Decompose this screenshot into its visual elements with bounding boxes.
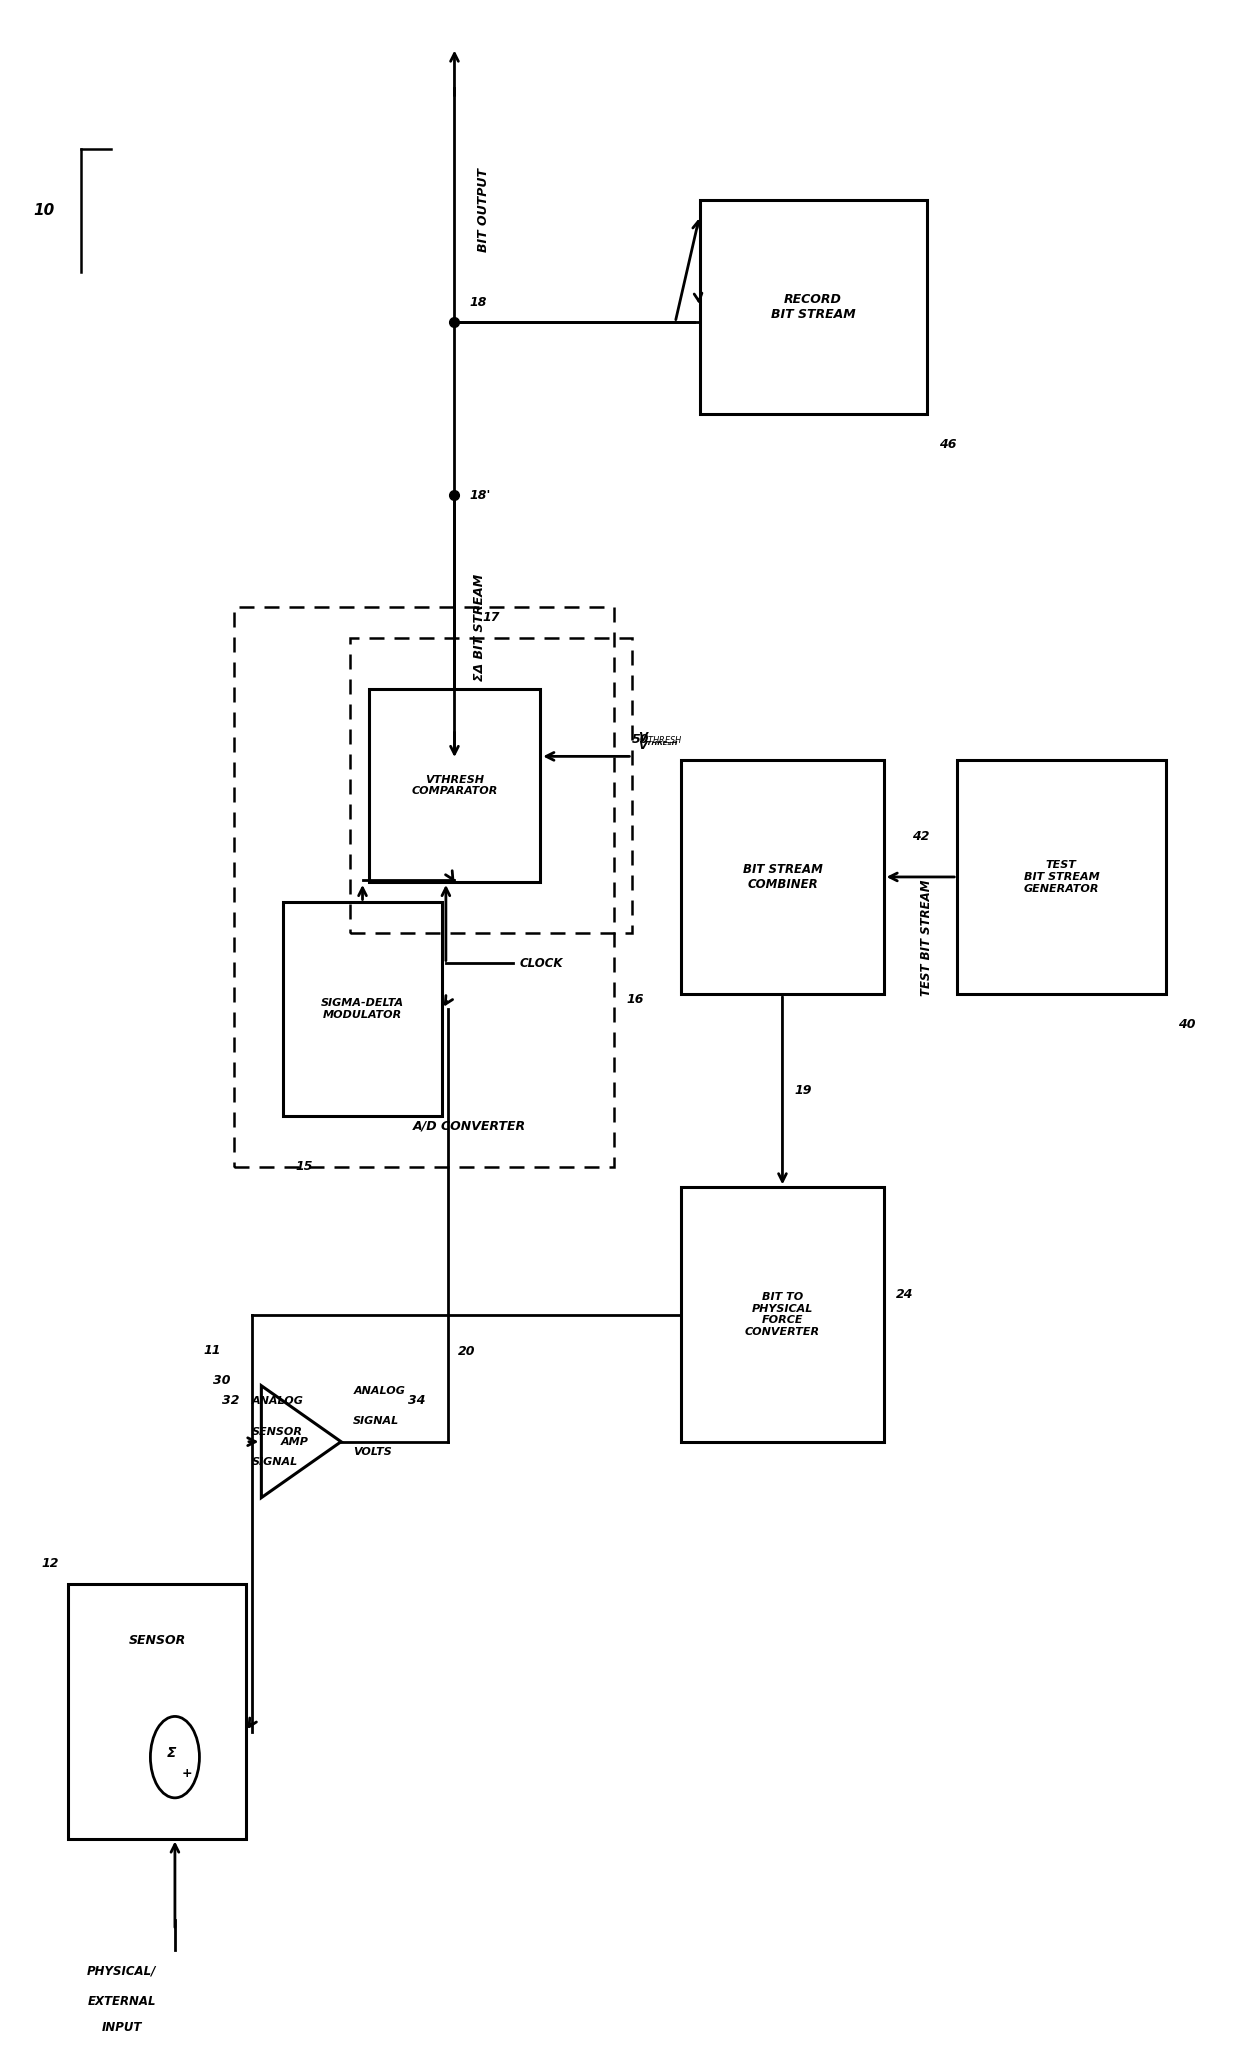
Text: INPUT: INPUT	[102, 2020, 141, 2035]
Text: 30: 30	[213, 1375, 231, 1387]
Text: CLOCK: CLOCK	[520, 957, 563, 969]
Bar	[68, 1584, 246, 1838]
Text: RECORD
BIT STREAM: RECORD BIT STREAM	[771, 293, 856, 322]
Bar	[699, 201, 926, 414]
Text: 42: 42	[911, 830, 929, 842]
Bar	[681, 1186, 884, 1442]
Text: BIT OUTPUT: BIT OUTPUT	[476, 168, 490, 252]
Text: V$_{THRESH}$: V$_{THRESH}$	[639, 731, 683, 746]
Text: ANALOG: ANALOG	[353, 1385, 405, 1395]
Text: VOLTS: VOLTS	[353, 1447, 392, 1457]
Text: 10: 10	[33, 203, 55, 217]
Text: 11: 11	[203, 1344, 221, 1356]
Text: 50: 50	[632, 734, 650, 746]
Text: 18: 18	[469, 295, 486, 309]
Text: VTHRESH
COMPARATOR: VTHRESH COMPARATOR	[412, 775, 497, 797]
Text: ANALOG: ANALOG	[252, 1395, 304, 1406]
Text: SIGNAL: SIGNAL	[353, 1416, 399, 1426]
Text: TEST BIT STREAM: TEST BIT STREAM	[920, 879, 932, 996]
Text: 34: 34	[408, 1395, 427, 1408]
Bar	[957, 760, 1166, 994]
Text: 32: 32	[222, 1395, 239, 1408]
Text: 19: 19	[795, 1084, 812, 1096]
Bar	[234, 607, 614, 1168]
Text: 20: 20	[458, 1344, 475, 1358]
Text: 24: 24	[895, 1287, 914, 1301]
Bar	[283, 902, 443, 1117]
Text: AMP: AMP	[281, 1436, 309, 1447]
Text: 17: 17	[482, 611, 500, 625]
Text: A/D CONVERTER: A/D CONVERTER	[413, 1119, 526, 1133]
Text: 16: 16	[626, 992, 644, 1006]
Text: 18': 18'	[469, 490, 491, 502]
Text: +: +	[182, 1766, 192, 1781]
Text: 46: 46	[939, 438, 956, 451]
Text: 40: 40	[1178, 1018, 1195, 1031]
Text: SIGMA-DELTA
MODULATOR: SIGMA-DELTA MODULATOR	[321, 998, 404, 1020]
Text: BIT TO
PHYSICAL
FORCE
CONVERTER: BIT TO PHYSICAL FORCE CONVERTER	[745, 1293, 820, 1336]
Text: Vᵀᴴᴿᴱˢᴴ: Vᵀᴴᴿᴱˢᴴ	[639, 742, 678, 752]
Text: ΣΔ BIT STREAM: ΣΔ BIT STREAM	[472, 574, 486, 680]
Bar	[350, 637, 632, 932]
Text: SENSOR: SENSOR	[252, 1426, 303, 1436]
Bar	[368, 688, 541, 881]
Text: SENSOR: SENSOR	[129, 1633, 186, 1647]
Text: EXTERNAL: EXTERNAL	[87, 1996, 156, 2008]
Text: 12: 12	[41, 1557, 58, 1570]
Text: BIT STREAM
COMBINER: BIT STREAM COMBINER	[743, 863, 822, 891]
Text: TEST
BIT STREAM
GENERATOR: TEST BIT STREAM GENERATOR	[1023, 861, 1100, 893]
Text: SIGNAL: SIGNAL	[252, 1457, 299, 1467]
Text: PHYSICAL/: PHYSICAL/	[87, 1965, 156, 1977]
Bar	[681, 760, 884, 994]
Text: Σ: Σ	[166, 1746, 176, 1760]
Text: 15: 15	[295, 1160, 312, 1174]
